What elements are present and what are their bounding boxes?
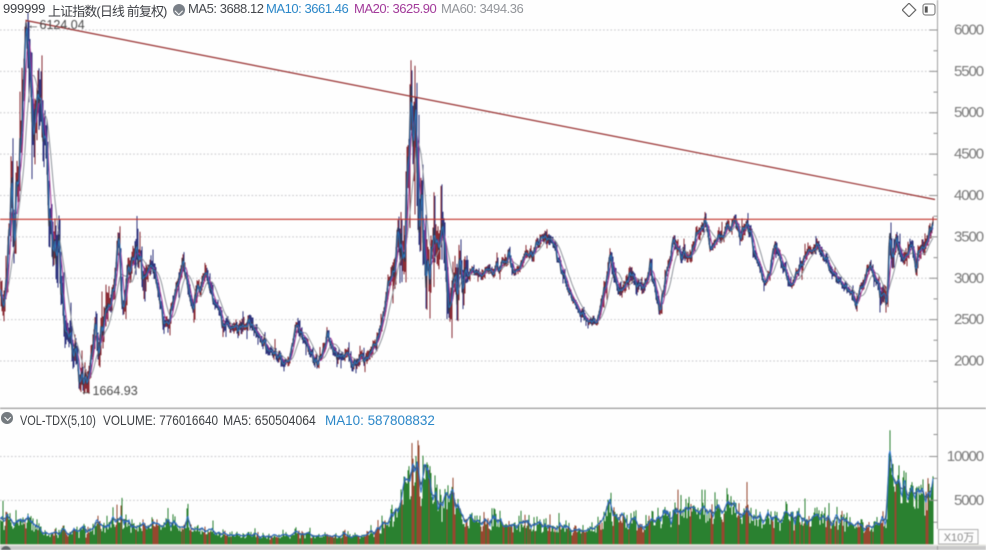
svg-text:5000: 5000 <box>954 104 984 121</box>
svg-text:2500: 2500 <box>954 311 984 328</box>
svg-text:4500: 4500 <box>954 146 984 163</box>
svg-text:5500: 5500 <box>954 63 984 80</box>
svg-text:5000: 5000 <box>954 492 984 509</box>
svg-text:3000: 3000 <box>954 270 984 287</box>
svg-text:2000: 2000 <box>954 353 984 370</box>
svg-text:←6124.04: ←6124.04 <box>27 18 85 32</box>
svg-text:4000: 4000 <box>954 187 984 204</box>
svg-text:X10万: X10万 <box>944 532 975 544</box>
svg-text:3500: 3500 <box>954 228 984 245</box>
svg-text:6000: 6000 <box>954 22 984 39</box>
svg-text:←1664.93: ←1664.93 <box>80 384 138 398</box>
svg-text:10000: 10000 <box>947 448 984 465</box>
